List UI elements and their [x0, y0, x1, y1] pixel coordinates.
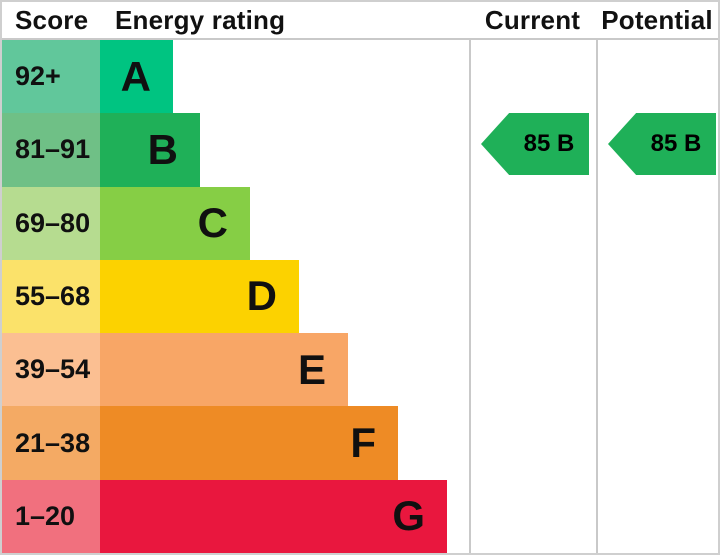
rating-row-e: 39–54 E: [2, 333, 718, 407]
rating-bar-a: A: [100, 40, 173, 114]
grade-letter-g: G: [392, 492, 425, 540]
energy-rating-column-header: Energy rating: [115, 4, 286, 35]
score-range-e: 39–54: [2, 333, 100, 407]
rating-bands: 92+ A 81–91 B 69–80 C 55–68 D 39–54: [2, 40, 718, 553]
rating-bar-d: D: [100, 259, 299, 334]
rating-row-b: 81–91 B: [2, 113, 718, 187]
score-range-f: 21–38: [2, 406, 100, 480]
score-column-header: Score: [15, 4, 89, 35]
potential-column-header: Potential: [601, 4, 713, 35]
grade-letter-a: A: [120, 52, 151, 100]
rating-bar-g: G: [100, 479, 447, 553]
score-range-b: 81–91: [2, 113, 100, 187]
score-range-d: 55–68: [2, 259, 100, 334]
grade-letter-c: C: [197, 199, 228, 247]
score-range-c: 69–80: [2, 186, 100, 260]
header-row: Score Energy rating Current Potential: [2, 2, 718, 40]
rating-row-f: 21–38 F: [2, 406, 718, 480]
rating-bar-e: E: [100, 333, 348, 407]
grade-letter-e: E: [297, 345, 326, 393]
rating-row-d: 55–68 D: [2, 259, 718, 334]
potential-column-divider: [596, 2, 598, 553]
current-column-header: Current: [484, 4, 581, 35]
rating-bar-f: F: [100, 406, 398, 480]
rating-bar-c: C: [100, 186, 250, 260]
current-rating-value: 85 B: [523, 130, 575, 157]
grade-letter-b: B: [147, 125, 178, 173]
potential-rating-value: 85 B: [650, 130, 702, 157]
score-range-a: 92+: [2, 40, 100, 114]
grade-letter-f: F: [350, 419, 376, 467]
rating-row-a: 92+ A: [2, 40, 718, 114]
rating-bar-b: B: [100, 113, 200, 187]
current-column-divider: [469, 2, 471, 553]
rating-row-g: 1–20 G: [2, 479, 718, 553]
rating-row-c: 69–80 C: [2, 186, 718, 260]
score-range-g: 1–20: [2, 479, 100, 553]
grade-letter-d: D: [246, 272, 277, 320]
